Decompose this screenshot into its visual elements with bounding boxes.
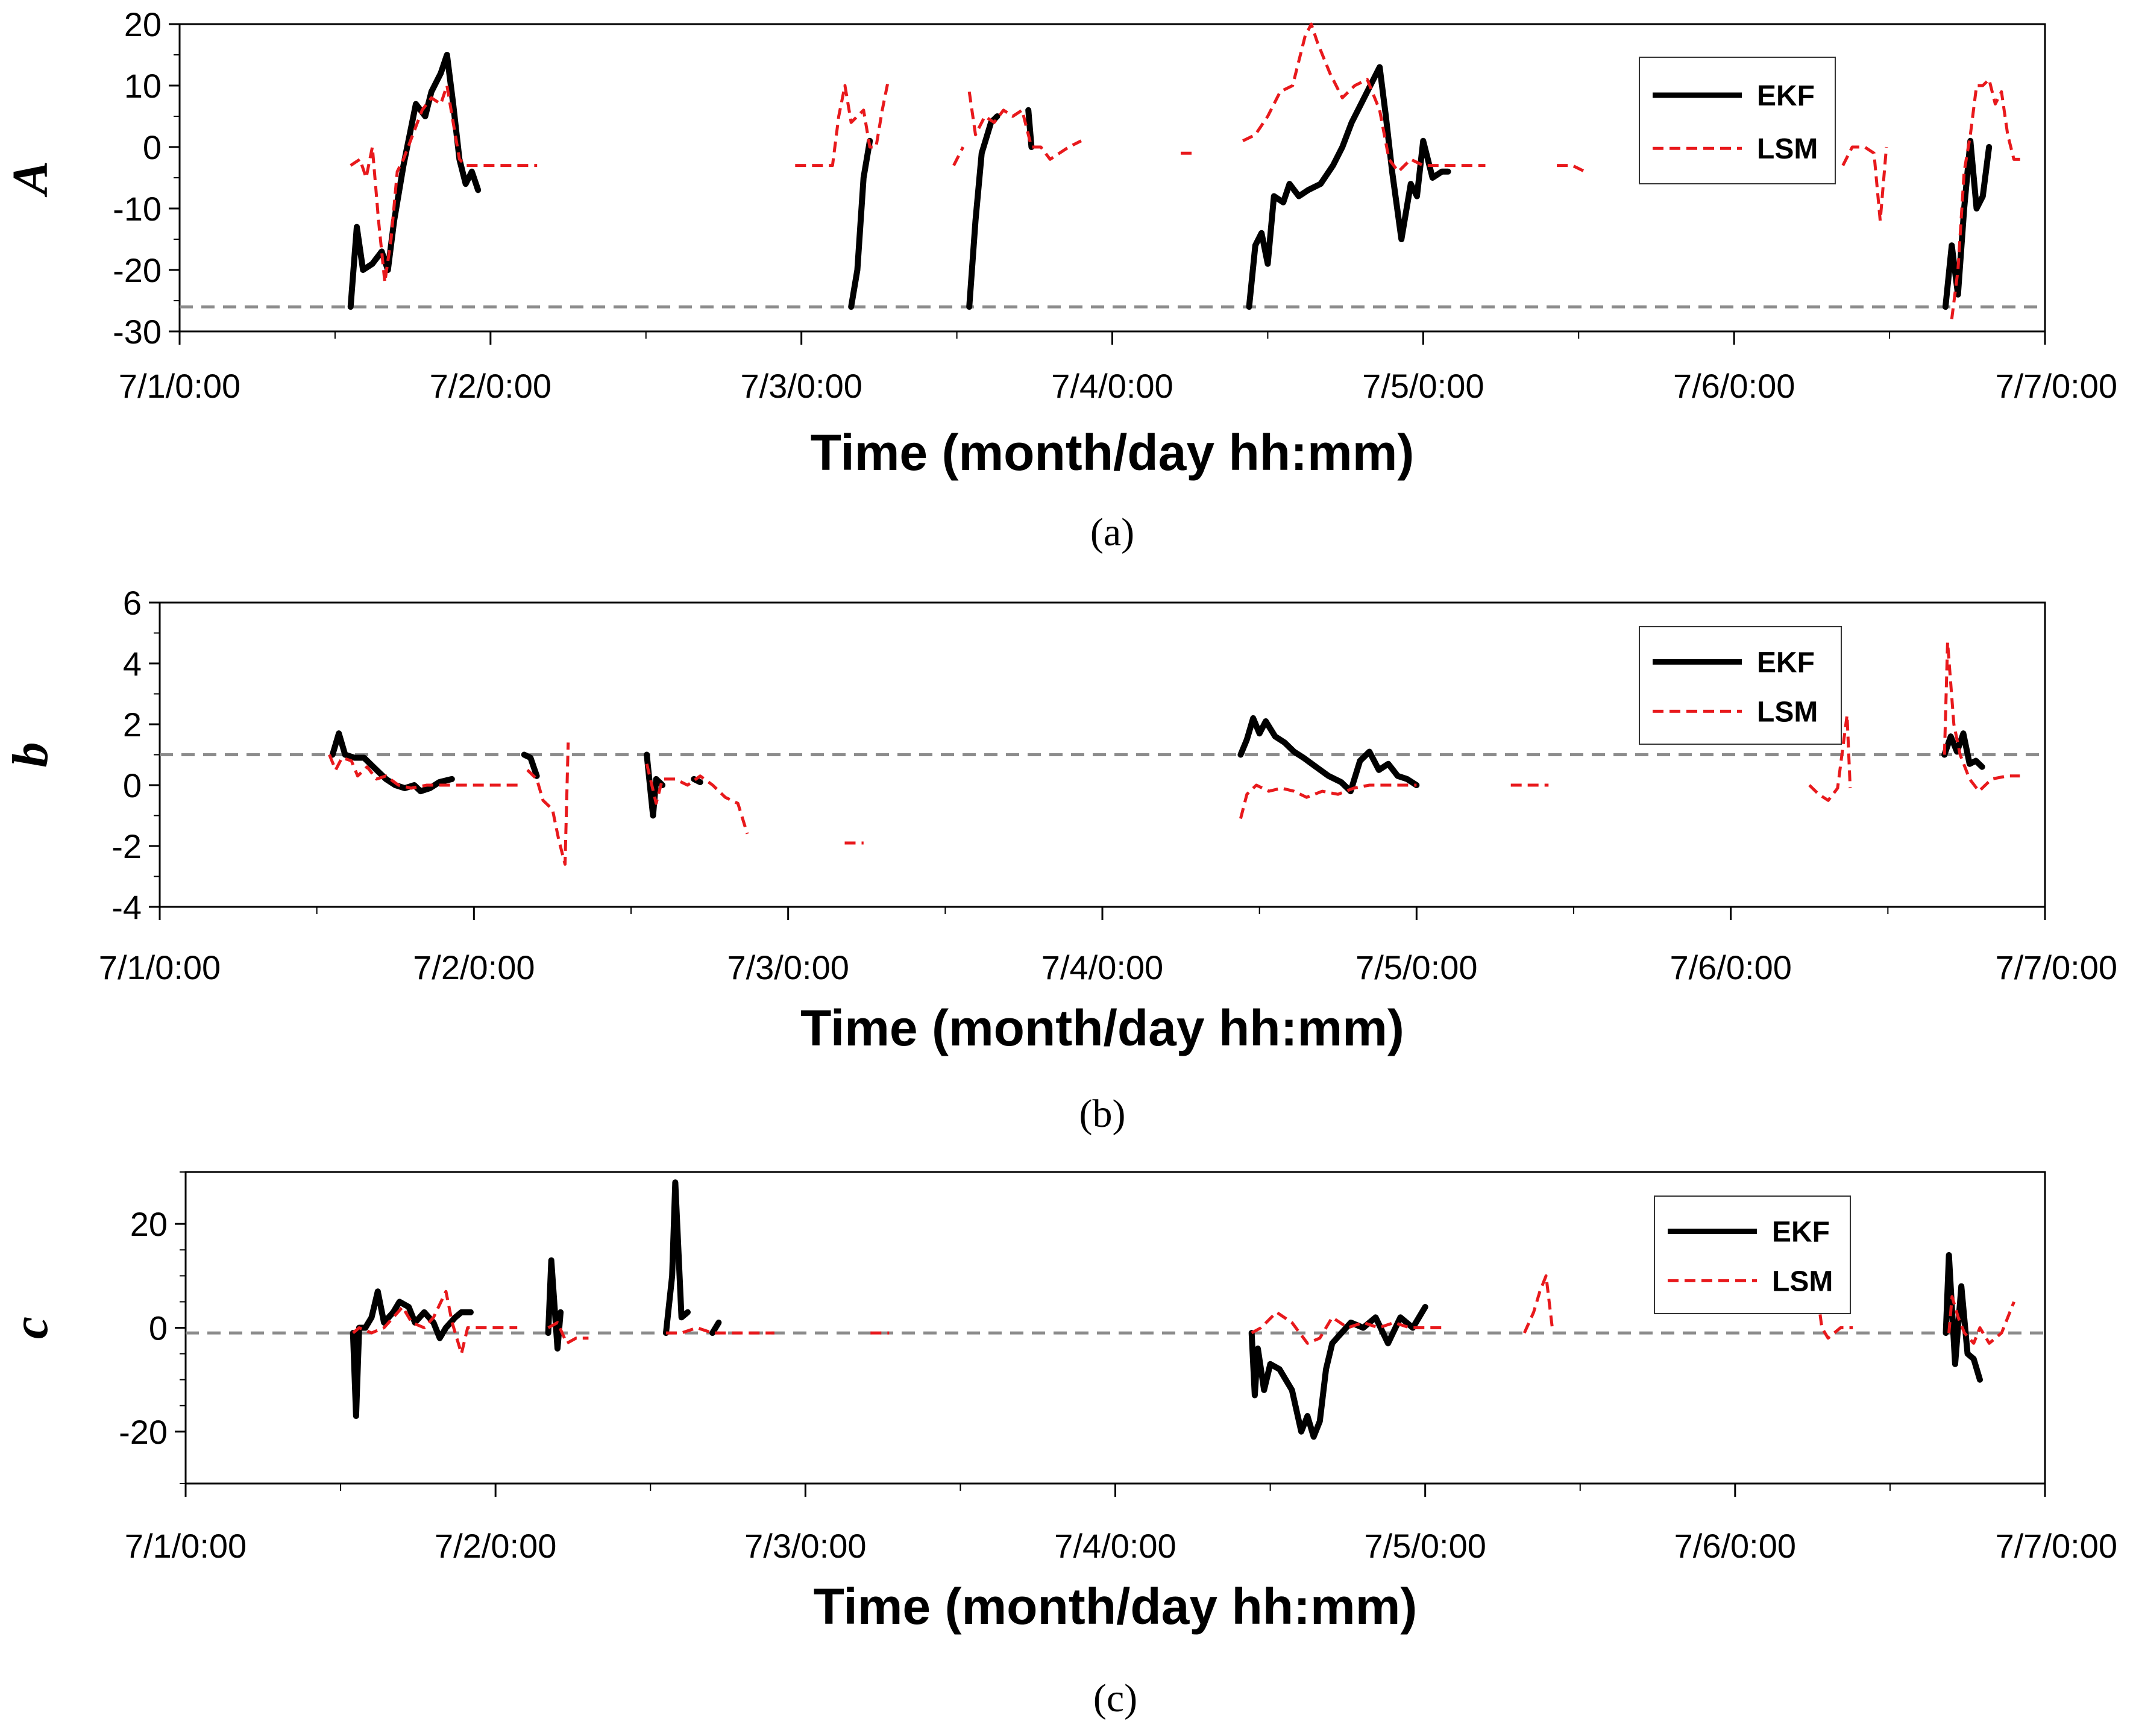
series-ekf-line bbox=[1942, 137, 1993, 310]
x-tick-label: 7/6/0:00 bbox=[1674, 1527, 1796, 1565]
y-tick-label: 20 bbox=[130, 1205, 168, 1243]
y-tick-label: 10 bbox=[124, 67, 162, 105]
legend: EKF LSM bbox=[1639, 626, 1842, 745]
legend-label-lsm: LSM bbox=[1757, 696, 1818, 728]
series-ekf-line bbox=[521, 751, 540, 779]
x-axis-title: Time (month/day hh:mm) bbox=[800, 1000, 1404, 1056]
legend-label-ekf: EKF bbox=[1757, 80, 1815, 112]
x-axis-title: Time (month/day hh:mm) bbox=[814, 1578, 1418, 1635]
legend-label-lsm: LSM bbox=[1757, 133, 1818, 165]
y-tick-label: 6 bbox=[123, 584, 142, 622]
series-ekf-line bbox=[709, 1319, 722, 1336]
chart-panel-b: -4 -2 0 2 4 6 7/1/0:00 7/2/0:00 7/3/0:00 7/4/0:00… bbox=[2, 584, 2117, 1136]
panel-caption: (c) bbox=[1093, 1676, 1137, 1720]
series-ekf-line bbox=[1237, 715, 1420, 795]
legend-box bbox=[1639, 57, 1836, 184]
x-tick-label: 7/7/0:00 bbox=[1996, 1527, 2117, 1565]
series-ekf-line bbox=[545, 1257, 564, 1352]
series-lsm-line bbox=[952, 146, 965, 166]
series-lsm-line bbox=[1814, 1280, 1853, 1340]
y-tick-label: 0 bbox=[143, 128, 162, 166]
series-lsm-line bbox=[547, 1321, 589, 1345]
series-lsm-line bbox=[1808, 713, 1852, 802]
y-axis-title: c bbox=[2, 1317, 58, 1339]
series-ekf-line bbox=[1248, 1304, 1428, 1440]
series-lsm-line bbox=[1943, 641, 2020, 793]
y-tick-label: 4 bbox=[123, 645, 142, 683]
legend: EKF LSM bbox=[1654, 1195, 1851, 1314]
series-lsm-line bbox=[328, 754, 521, 790]
series-lsm-line bbox=[352, 1289, 518, 1356]
series-lsm-line bbox=[1239, 783, 1417, 819]
x-tick-label: 7/6/0:00 bbox=[1673, 367, 1795, 405]
x-axis-title: Time (month/day hh:mm) bbox=[811, 424, 1415, 481]
series-ekf-line bbox=[347, 52, 482, 310]
series-lsm-line bbox=[1522, 1274, 1554, 1334]
series-lsm-line bbox=[645, 763, 749, 835]
series-lsm-line bbox=[1841, 145, 1888, 222]
y-axis-title: A bbox=[2, 161, 58, 198]
series-ekf-line bbox=[1246, 64, 1451, 310]
y-tick-label: -20 bbox=[113, 251, 162, 289]
x-tick-label: 7/7/0:00 bbox=[1996, 367, 2117, 405]
series-lsm-line bbox=[795, 79, 890, 168]
x-tick-label: 7/5/0:00 bbox=[1355, 948, 1477, 986]
legend-box bbox=[1639, 626, 1842, 745]
x-tick-label: 7/4/0:00 bbox=[1054, 1527, 1176, 1565]
y-tick-label: -4 bbox=[112, 888, 142, 926]
y-tick-label: 20 bbox=[124, 5, 162, 43]
x-tick-label: 7/7/0:00 bbox=[1996, 948, 2117, 986]
chart-panel-c: -20 0 20 7/1/0:00 7/2/0:00 7/3/0:00 7/4/0:00 7/… bbox=[2, 1171, 2117, 1720]
x-tick-label: 7/1/0:00 bbox=[99, 948, 221, 986]
panel-caption: (b) bbox=[1079, 1092, 1126, 1136]
x-tick-label: 7/2/0:00 bbox=[430, 367, 551, 405]
series-lsm-line bbox=[1251, 1311, 1447, 1345]
y-tick-label: 0 bbox=[149, 1309, 168, 1347]
x-tick-label: 7/3/0:00 bbox=[740, 367, 862, 405]
x-tick-label: 7/1/0:00 bbox=[119, 367, 240, 405]
y-tick-label: 0 bbox=[123, 766, 142, 804]
x-tick-label: 7/4/0:00 bbox=[1041, 948, 1163, 986]
legend-box bbox=[1654, 1195, 1851, 1314]
series-ekf-line bbox=[329, 730, 455, 795]
series-lsm-line bbox=[1242, 22, 1486, 174]
x-tick-label: 7/5/0:00 bbox=[1362, 367, 1484, 405]
legend-label-ekf: EKF bbox=[1757, 647, 1815, 679]
x-tick-label: 7/2/0:00 bbox=[413, 948, 535, 986]
series-lsm-line bbox=[1947, 1295, 2015, 1345]
legend-label-lsm: LSM bbox=[1772, 1265, 1833, 1297]
series-ekf-line bbox=[350, 1288, 474, 1419]
series-lsm-line bbox=[526, 742, 570, 866]
x-tick-label: 7/2/0:00 bbox=[435, 1527, 556, 1565]
y-axis-title: b bbox=[2, 742, 58, 768]
x-tick-label: 7/1/0:00 bbox=[125, 1527, 247, 1565]
series-ekf-line bbox=[663, 1179, 691, 1336]
series-lsm-line bbox=[967, 91, 1082, 161]
series-ekf-line bbox=[966, 113, 1000, 310]
x-tick-label: 7/3/0:00 bbox=[744, 1527, 866, 1565]
series-lsm-line bbox=[1557, 164, 1586, 174]
panel-caption: (a) bbox=[1090, 510, 1134, 554]
y-tick-label: -10 bbox=[113, 190, 162, 228]
y-tick-label: -2 bbox=[112, 827, 142, 865]
x-tick-label: 7/6/0:00 bbox=[1670, 948, 1791, 986]
legend: EKF LSM bbox=[1639, 57, 1836, 184]
series-ekf-line bbox=[1941, 730, 1985, 770]
series-lsm-line bbox=[666, 1326, 774, 1335]
legend-label-ekf: EKF bbox=[1772, 1217, 1830, 1249]
x-tick-label: 7/3/0:00 bbox=[727, 948, 849, 986]
y-tick-label: 2 bbox=[123, 706, 142, 744]
x-tick-label: 7/4/0:00 bbox=[1051, 367, 1173, 405]
y-tick-label: -30 bbox=[113, 313, 162, 351]
y-tick-label: -20 bbox=[119, 1413, 168, 1451]
series-ekf-line bbox=[1943, 1252, 1983, 1383]
series-ekf-line bbox=[848, 137, 873, 310]
chart-panel-a: -30 -20 -10 0 10 20 7/1/0:00 7/2/0:00 7/3/0:00 7/… bbox=[2, 5, 2117, 554]
series-lsm-line bbox=[1950, 78, 2020, 319]
series-lsm-line bbox=[350, 84, 538, 284]
x-tick-label: 7/5/0:00 bbox=[1364, 1527, 1486, 1565]
